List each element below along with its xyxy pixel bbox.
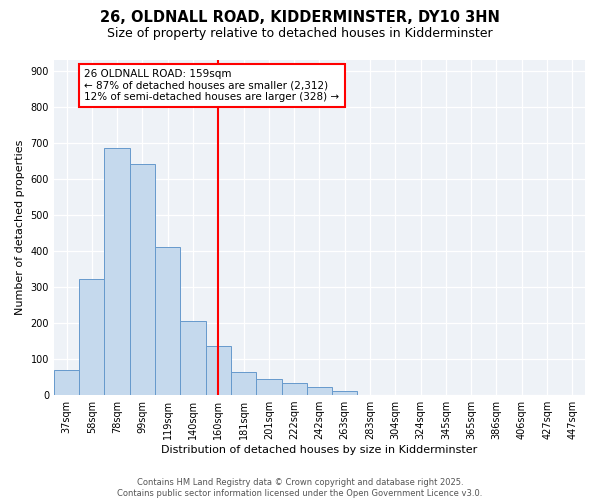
Bar bbox=[155, 248, 181, 395]
Bar bbox=[79, 279, 104, 395]
Y-axis label: Number of detached properties: Number of detached properties bbox=[15, 140, 25, 315]
Bar bbox=[181, 320, 206, 395]
Bar bbox=[54, 370, 79, 395]
Bar bbox=[206, 346, 231, 395]
Bar bbox=[332, 392, 358, 395]
Bar bbox=[281, 383, 307, 395]
Text: Contains HM Land Registry data © Crown copyright and database right 2025.
Contai: Contains HM Land Registry data © Crown c… bbox=[118, 478, 482, 498]
Text: 26, OLDNALL ROAD, KIDDERMINSTER, DY10 3HN: 26, OLDNALL ROAD, KIDDERMINSTER, DY10 3H… bbox=[100, 10, 500, 25]
Bar bbox=[307, 387, 332, 395]
Text: Size of property relative to detached houses in Kidderminster: Size of property relative to detached ho… bbox=[107, 28, 493, 40]
X-axis label: Distribution of detached houses by size in Kidderminster: Distribution of detached houses by size … bbox=[161, 445, 478, 455]
Bar bbox=[256, 378, 281, 395]
Text: 26 OLDNALL ROAD: 159sqm
← 87% of detached houses are smaller (2,312)
12% of semi: 26 OLDNALL ROAD: 159sqm ← 87% of detache… bbox=[84, 69, 340, 102]
Bar bbox=[104, 148, 130, 395]
Bar bbox=[231, 372, 256, 395]
Bar bbox=[130, 164, 155, 395]
